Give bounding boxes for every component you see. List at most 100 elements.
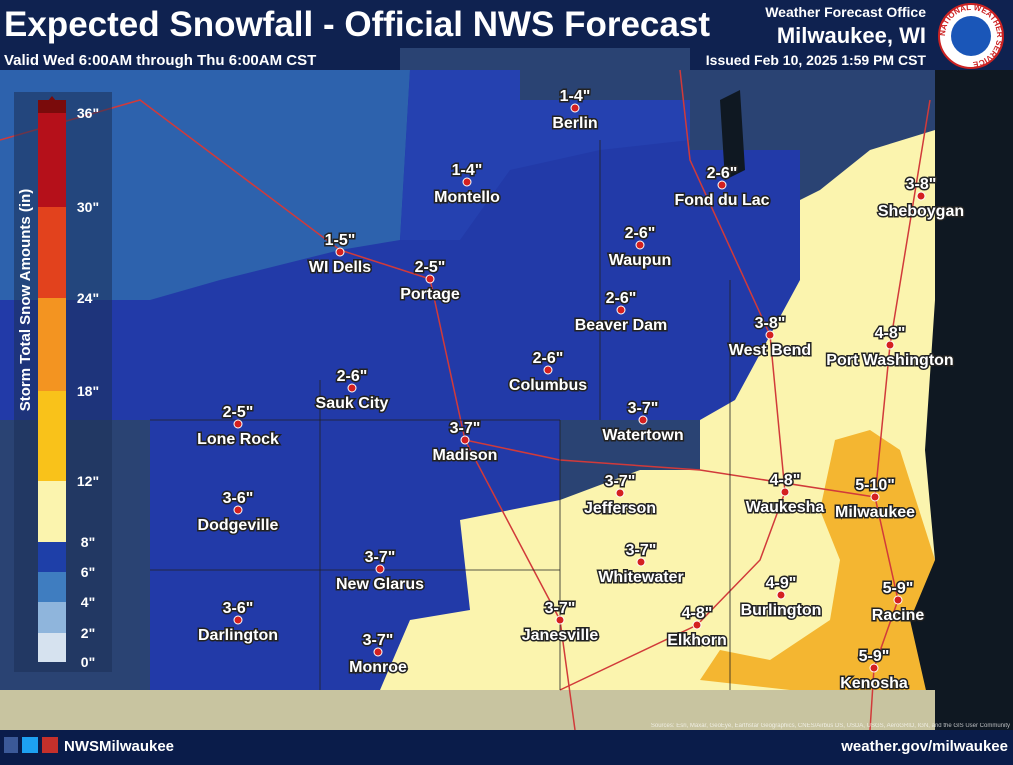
city: 2-5" Lone Rock [196,403,281,450]
snow-amount: 5-9" [883,580,914,597]
legend-tick-label: 18" [77,383,99,399]
city-name: Darlington [198,627,278,644]
legend-swatch [38,113,66,207]
social-handle: NWSMilwaukee [64,738,174,755]
header-bar [0,0,1013,48]
city-dot [233,505,243,515]
city: 2-6" Waupun [607,224,673,271]
city-dot [335,247,345,257]
city-name: Janesville [522,627,599,644]
city-name: Burlington [741,602,822,619]
city: 1-5" WI Dells [307,231,372,278]
facebook-icon [4,737,18,753]
city-name: Portage [400,286,460,303]
city: 5-10" Milwaukee [833,476,916,523]
city-name: Port Washington [826,352,953,369]
legend-tick-label: 12" [77,473,99,489]
city: 2-6" Fond du Lac [673,164,771,211]
city-dot [885,340,895,350]
city: 3-6" Dodgeville [196,489,280,536]
snow-amount: 3-8" [755,315,786,332]
legend-tick-label: 4" [81,594,95,610]
city: 4-8" Elkhorn [666,604,729,651]
snow-amount: 3-7" [450,420,481,437]
snow-amount: 3-7" [545,600,576,617]
legend-tick-label: 36" [77,105,99,121]
legend-tick-label: 24" [77,290,99,306]
legend-swatch [38,633,66,662]
city: 4-8" Waukesha [744,471,826,518]
snow-amount: 2-5" [223,404,254,421]
city: 3-7" Madison [431,419,499,466]
county-lines [150,140,731,690]
snow-zone-4 [400,70,690,240]
city-dot [638,415,648,425]
legend-swatch [38,391,66,481]
city-dot [616,305,626,315]
lake-michigan [910,70,1013,730]
city-dot [615,488,625,498]
city: 3-7" Janesville [520,599,600,646]
title: Expected Snowfall - Official NWS Forecas… [4,5,710,44]
snow-amount: 3-6" [223,600,254,617]
legend-swatch [38,298,66,391]
city-dot [635,240,645,250]
city: 1-4" Berlin [551,87,599,134]
illinois [0,690,935,730]
city: 3-8" Sheboygan [876,175,965,222]
logo-center [951,16,991,56]
city-name: Sauk City [316,395,389,412]
city-dot [375,564,385,574]
website: weather.gov/milwaukee [840,738,1008,755]
subtitle-bar [0,48,400,70]
snow-amount: 2-6" [606,290,637,307]
city-name: Watertown [602,427,683,444]
city-dot [233,615,243,625]
issued: Issued Feb 10, 2025 1:59 PM CST [706,52,927,68]
snow-amount: 2-6" [625,225,656,242]
snow-amount: 5-10" [855,477,895,494]
city: 5-9" Kenosha [839,647,910,694]
city-dot [347,383,357,393]
issued-bar [690,48,1013,70]
lake-winnebago [720,90,745,180]
attribution: Sources: Esri, Maxar, GeoEye, Earthstar … [651,723,1010,729]
highway [0,99,876,498]
highway [869,99,931,731]
city-name: Waupun [609,252,672,269]
city-name: New Glarus [336,576,424,593]
subtitle: Valid Wed 6:00AM through Thu 6:00AM CST [4,52,316,69]
snow-amount: 1-4" [452,162,483,179]
snow-amount: 2-5" [415,259,446,276]
city-name: Berlin [552,115,597,132]
snow-amount: 1-5" [325,232,356,249]
city-name: West Bend [729,342,811,359]
city-dot [870,492,880,502]
legend-tick-label: 2" [81,625,95,641]
city-dot [776,590,786,600]
city-name: Sheboygan [878,203,964,220]
snow-amount: 4-8" [770,472,801,489]
city-dot [916,191,926,201]
city-name: WI Dells [309,259,371,276]
city-dot [373,647,383,657]
legend-swatch [38,602,66,633]
city-name: Madison [433,447,498,464]
city-dot [460,435,470,445]
city: 5-9" Racine [870,579,926,626]
city-dot [636,557,646,567]
legend-tick-label: 6" [81,564,95,580]
legend-title: Storm Total Snow Amounts (in) [17,189,34,411]
snow-amount: 3-8" [906,176,937,193]
legend-arrow [38,96,66,113]
snow-amount: 3-6" [223,490,254,507]
office-label: Weather Forecast Office [765,4,926,20]
city: 2-6" Beaver Dam [573,289,669,336]
city: 3-7" Monroe [348,631,409,678]
legend-swatch [38,481,66,542]
legend-tick-label: 0" [81,654,95,670]
twitter-icon [22,737,38,753]
city: 1-4" Montello [433,161,502,208]
city: 3-8" West Bend [727,314,812,361]
